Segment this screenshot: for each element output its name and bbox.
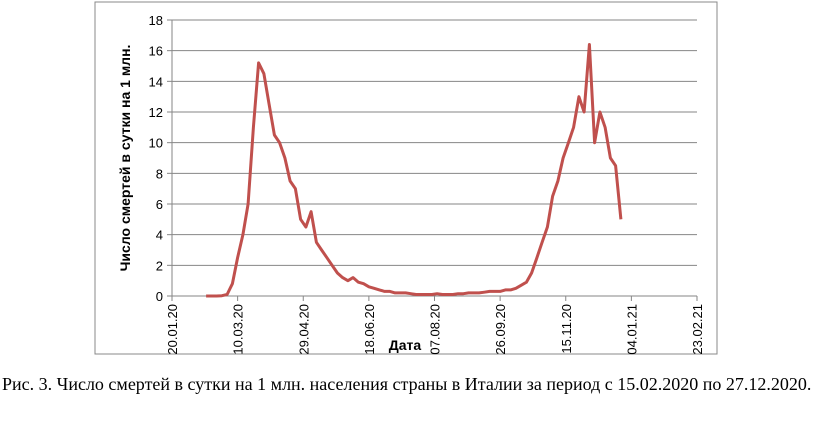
x-tick-label: 23.02.21 bbox=[690, 304, 705, 355]
y-axis-label: Число смертей в сутки на 1 млн. bbox=[117, 45, 133, 272]
x-tick-label: 07.08.20 bbox=[428, 304, 443, 355]
x-tick-label: 18.06.20 bbox=[362, 304, 377, 355]
y-tick-label: 12 bbox=[149, 105, 163, 120]
x-tick-label: 04.01.21 bbox=[624, 304, 639, 355]
chart: Число смертей в сутки на 1 млн. Дата 0 2 4… bbox=[94, 1, 718, 355]
y-tick-label: 8 bbox=[156, 166, 163, 181]
y-tick-label: 6 bbox=[156, 197, 163, 212]
y-tick-label: 10 bbox=[149, 136, 163, 151]
data-line bbox=[206, 43, 623, 298]
x-tick-label: 20.01.20 bbox=[165, 304, 180, 355]
y-tick-label: 16 bbox=[149, 44, 163, 59]
y-tick-label: 2 bbox=[156, 258, 163, 273]
y-tick-label: 14 bbox=[149, 74, 163, 89]
x-tick-label: 10.03.20 bbox=[231, 304, 246, 355]
y-tick-label: 18 bbox=[149, 13, 163, 28]
x-tick-label: 15.11.20 bbox=[559, 304, 574, 354]
x-axis-label: Дата bbox=[389, 337, 422, 353]
x-tick-label: 26.09.20 bbox=[493, 304, 508, 355]
caption: Рис. 3. Число смертей в сутки на 1 млн. … bbox=[2, 374, 812, 394]
y-tick-label: 4 bbox=[156, 228, 163, 243]
y-tick-label: 0 bbox=[156, 289, 163, 304]
x-tick-label: 29.04.20 bbox=[296, 304, 311, 355]
chart-border bbox=[94, 1, 718, 355]
